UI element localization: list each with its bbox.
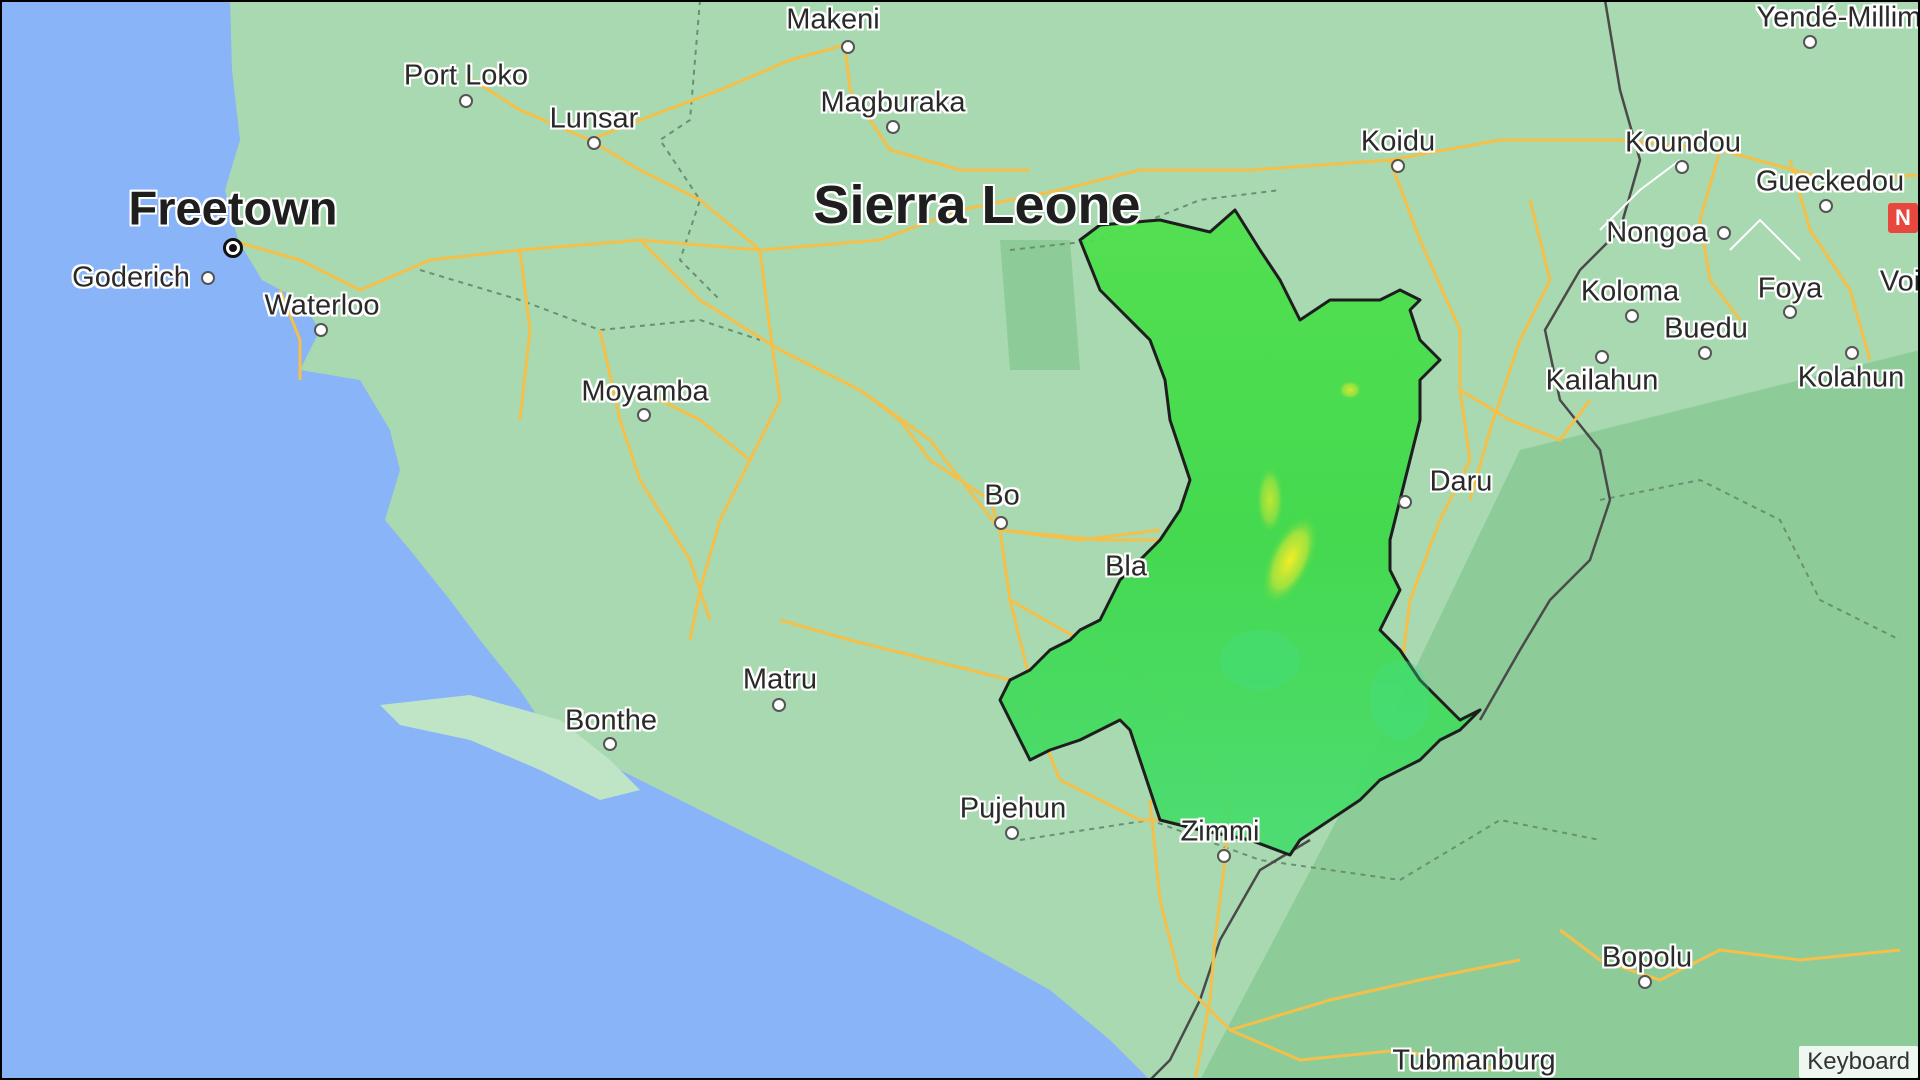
place-label[interactable]: Matru xyxy=(742,663,818,696)
place-label[interactable]: Daru xyxy=(1429,465,1493,498)
country-border xyxy=(1149,0,1642,1080)
place-label[interactable]: Lunsar xyxy=(549,102,639,135)
place-marker[interactable] xyxy=(1845,346,1859,360)
ocean xyxy=(0,0,1150,1080)
place-marker[interactable] xyxy=(1675,160,1689,174)
place-marker[interactable] xyxy=(1783,305,1797,319)
forest-zone xyxy=(1000,240,1080,370)
place-marker[interactable] xyxy=(1625,309,1639,323)
place-marker[interactable] xyxy=(603,737,617,751)
forest-zone xyxy=(1200,350,1920,1080)
place-marker[interactable] xyxy=(841,40,855,54)
place-label[interactable]: Kailahun xyxy=(1545,364,1659,397)
place-label[interactable]: Zimmi xyxy=(1180,815,1260,848)
place-label[interactable]: Gueckedou xyxy=(1755,165,1905,198)
place-marker[interactable] xyxy=(1819,199,1833,213)
roads xyxy=(229,43,1920,1080)
minor-roads xyxy=(1599,159,1801,261)
place-label[interactable]: Nongoa xyxy=(1606,216,1708,249)
place-label[interactable]: Bo xyxy=(984,479,1020,512)
place-label[interactable]: Buedu xyxy=(1664,312,1748,345)
place-marker[interactable] xyxy=(1595,350,1609,364)
place-marker[interactable] xyxy=(1398,495,1412,509)
place-label[interactable]: Foya xyxy=(1757,272,1823,305)
place-marker[interactable] xyxy=(201,271,215,285)
place-label[interactable]: Koundou xyxy=(1624,126,1742,159)
place-label[interactable]: Koidu xyxy=(1360,125,1436,158)
place-label[interactable]: Magburaka xyxy=(820,86,966,119)
place-marker[interactable] xyxy=(1698,346,1712,360)
place-marker[interactable] xyxy=(1391,159,1405,173)
keyboard-shortcuts-link[interactable]: Keyboard xyxy=(1799,1046,1918,1078)
place-marker[interactable] xyxy=(1005,826,1019,840)
place-label[interactable]: Waterloo xyxy=(264,289,380,322)
place-label[interactable]: Tubmanburg xyxy=(1392,1044,1556,1077)
country-label: Sierra Leone xyxy=(813,175,1141,235)
place-label[interactable]: Koloma xyxy=(1580,275,1680,308)
place-label[interactable]: Goderich xyxy=(72,261,190,294)
place-marker[interactable] xyxy=(587,136,601,150)
place-marker[interactable] xyxy=(1803,35,1817,49)
place-label[interactable]: Moyamba xyxy=(581,375,709,408)
place-label[interactable]: Bopolu xyxy=(1601,941,1693,974)
place-marker[interactable] xyxy=(314,323,328,337)
capital-label[interactable]: Freetown xyxy=(128,181,338,235)
capital-marker[interactable] xyxy=(223,238,243,258)
place-label[interactable]: Bonthe xyxy=(565,704,657,737)
island xyxy=(380,695,640,800)
route-shield-badge: N xyxy=(1888,203,1918,233)
place-marker[interactable] xyxy=(637,408,651,422)
place-label[interactable]: Pujehun xyxy=(959,792,1067,825)
place-marker[interactable] xyxy=(1638,975,1652,989)
place-marker[interactable] xyxy=(459,94,473,108)
data-overlay xyxy=(998,208,1482,857)
place-marker[interactable] xyxy=(886,120,900,134)
place-marker[interactable] xyxy=(1717,226,1731,240)
place-label[interactable]: Voi xyxy=(1879,265,1920,298)
place-label[interactable]: Yendé-Millimou xyxy=(1756,1,1920,34)
place-marker[interactable] xyxy=(1217,849,1231,863)
place-marker[interactable] xyxy=(994,516,1008,530)
place-label[interactable]: Makeni xyxy=(786,3,880,36)
place-label[interactable]: Kolahun xyxy=(1797,361,1905,394)
place-marker[interactable] xyxy=(772,698,786,712)
place-label[interactable]: Port Loko xyxy=(403,59,529,92)
place-label[interactable]: Bla xyxy=(1105,550,1147,583)
